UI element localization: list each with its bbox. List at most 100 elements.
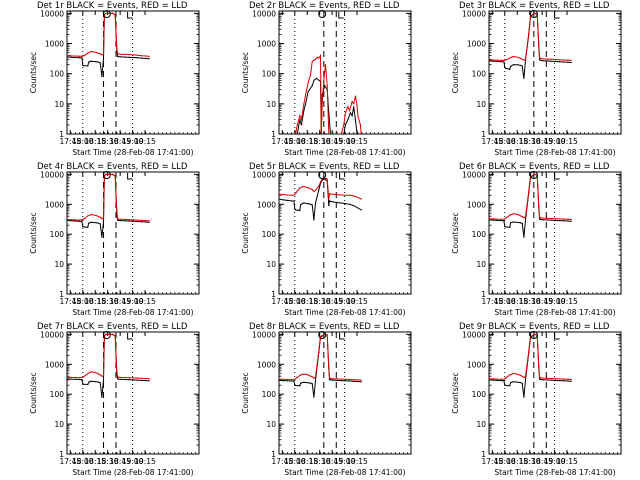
data-point [334, 133, 337, 134]
data-point [554, 58, 557, 61]
y-axis-label: Counts/sec [29, 212, 38, 253]
chart-title: Det 9r BLACK = Events, RED = LLD [459, 322, 610, 332]
x-axis-label: Start Time (28-Feb-08 17:41:00) [284, 468, 405, 477]
x-tick-label: 19:15 [556, 297, 578, 306]
data-point [300, 124, 302, 126]
data-point [357, 207, 359, 209]
data-point [97, 61, 100, 63]
data-point [95, 51, 97, 54]
data-point [307, 82, 309, 84]
data-point [74, 378, 76, 380]
data-point [314, 58, 317, 60]
data-point [534, 12, 536, 14]
y-tick-label: 100 [472, 70, 487, 79]
data-point [112, 173, 114, 175]
x-tick-label: 18:15 [506, 297, 528, 306]
data-point [326, 85, 328, 87]
data-point [349, 112, 351, 114]
y-axis-label: Counts/sec [29, 372, 38, 413]
data-point [336, 201, 338, 204]
data-point [117, 378, 120, 380]
data-point [114, 14, 116, 16]
data-point [128, 54, 130, 56]
data-point [539, 59, 542, 61]
panel-5: Det 5r BLACK = Events, RED = LLD Counts/s… [241, 162, 412, 317]
data-point [510, 66, 512, 68]
x-tick-label: 19:15 [346, 137, 368, 146]
data-point [524, 219, 527, 221]
series-group [489, 173, 572, 238]
data-point [293, 200, 295, 202]
data-point [521, 58, 523, 60]
data-point [511, 373, 513, 375]
data-point [509, 57, 511, 59]
y-tick-label: 1 [481, 290, 486, 299]
data-point [102, 57, 105, 60]
data-point [567, 220, 569, 222]
data-point [329, 193, 332, 195]
x-tick-label: 18:45 [531, 457, 553, 466]
x-tick-label: 18:15 [506, 457, 528, 466]
data-point [282, 199, 284, 201]
data-point [117, 53, 119, 55]
data-point [505, 384, 507, 387]
data-point [88, 381, 90, 383]
data-point [88, 222, 90, 224]
data-point [353, 379, 355, 381]
x-tick-label: 17:45 [272, 297, 294, 306]
x-tick-label: 17:45 [60, 137, 82, 146]
data-point [105, 173, 107, 175]
y-tick-label: 100 [472, 230, 487, 239]
data-point [314, 202, 317, 204]
data-point [120, 378, 122, 380]
data-point [356, 104, 358, 106]
data-point [489, 218, 490, 220]
data-point [336, 379, 338, 381]
data-point [354, 95, 356, 97]
data-point [87, 226, 89, 228]
corner-marker [554, 173, 560, 180]
data-point [329, 377, 331, 379]
data-point [299, 119, 301, 121]
data-point [559, 61, 561, 63]
x-axis-label: Start Time (28-Feb-08 17:41:00) [72, 308, 193, 317]
data-point [83, 65, 85, 67]
data-point [550, 60, 552, 62]
data-point [353, 205, 355, 207]
x-tick-label: 18:15 [506, 137, 528, 146]
data-point [97, 52, 100, 54]
data-point [329, 192, 331, 195]
data-point [300, 382, 302, 384]
data-point [349, 109, 351, 112]
data-point [353, 103, 355, 105]
y-tick-label: 10000 [462, 330, 486, 339]
y-tick-label: 1 [59, 450, 64, 459]
data-point [313, 79, 315, 81]
data-point [513, 221, 515, 223]
data-point [519, 374, 522, 377]
data-point [279, 198, 280, 200]
corner-marker [554, 12, 560, 19]
corner-marker [339, 333, 345, 340]
data-point [567, 61, 569, 63]
x-tick-label: 18:30 [97, 457, 119, 466]
data-point [102, 379, 105, 381]
x-tick-label: 19:15 [134, 137, 156, 146]
data-point [511, 56, 513, 58]
data-point [539, 59, 541, 61]
data-point [313, 377, 315, 379]
data-point [509, 385, 511, 387]
data-point [120, 220, 122, 222]
data-point [299, 374, 301, 377]
data-point [360, 209, 362, 211]
data-point [141, 377, 143, 379]
data-point [88, 61, 90, 63]
x-axis-label: Start Time (28-Feb-08 17:41:00) [284, 308, 405, 317]
data-point [503, 59, 505, 62]
data-point [290, 200, 293, 202]
data-point [307, 203, 309, 205]
data-point [290, 194, 293, 196]
series-line-events [67, 333, 150, 398]
y-tick-label: 100 [262, 230, 277, 239]
